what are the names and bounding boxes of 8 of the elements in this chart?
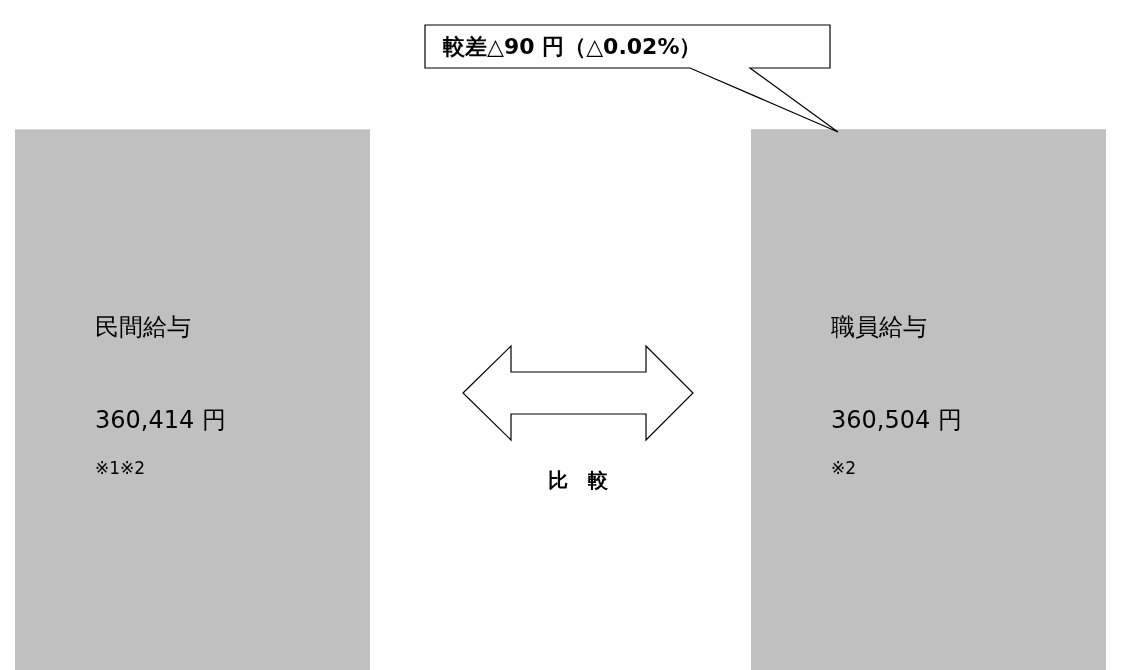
annotation: ※1※2	[95, 458, 146, 478]
data-label: 360,504 円	[831, 406, 962, 434]
x-tick-label: 民間給与	[95, 313, 191, 341]
data-label: 360,414 円	[95, 406, 226, 434]
x-tick-label: 職員給与	[831, 313, 927, 341]
callout: 較差△90 円（△0.02%）	[424, 24, 839, 133]
annotation: ※2	[831, 458, 857, 478]
annotation: 比 較	[548, 468, 609, 492]
